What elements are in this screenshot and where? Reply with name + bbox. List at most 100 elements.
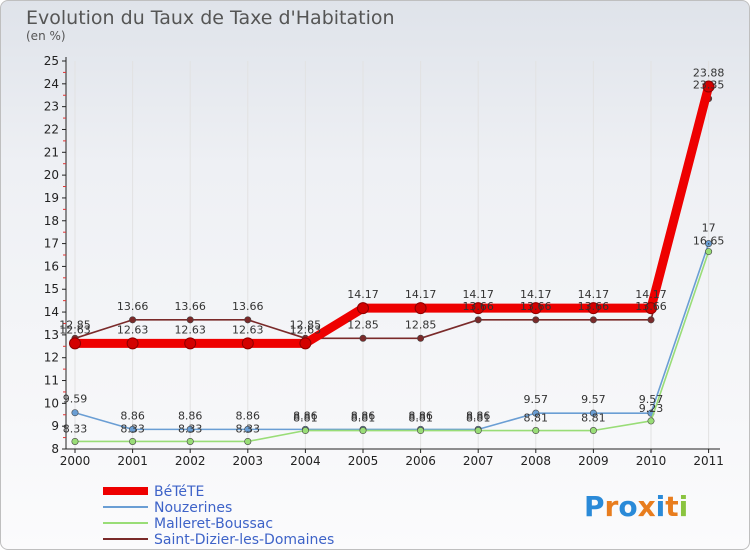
legend-label-0: BéTéTE: [154, 484, 204, 500]
data-point-2: [359, 427, 367, 435]
x-tick-label: 2004: [290, 454, 321, 468]
data-label: 8.86: [408, 409, 433, 422]
x-tick-label: 2006: [405, 454, 436, 468]
series-line-3: [74, 97, 710, 340]
y-tick-label: 13: [44, 328, 59, 342]
data-point-3: [129, 316, 137, 324]
y-tick-label: 19: [44, 191, 59, 205]
data-point-2: [71, 437, 79, 445]
data-label: 13.66: [174, 300, 206, 313]
y-tick-label: 9: [51, 419, 59, 433]
data-labels: 12.63 12.63 12.63 12.63 12.63 14.17 14.17 14.17…: [59, 67, 724, 436]
data-label: 9.57: [581, 393, 606, 406]
data-label: 12.85: [347, 318, 379, 331]
legend: BéTéTENouzerinesMalleret-BoussacSaint-Di…: [103, 484, 334, 548]
y-tick-label: 21: [44, 145, 59, 159]
data-label: 14.17: [462, 288, 494, 301]
data-label: 12.85: [59, 318, 91, 331]
data-point-2: [417, 427, 425, 435]
data-point-3: [647, 316, 655, 324]
x-tick-label: 2008: [521, 454, 552, 468]
y-tick-label: 16: [44, 259, 59, 273]
data-point-0: [587, 302, 600, 315]
data-label: 8.81: [524, 412, 549, 425]
data-point-0: [184, 337, 197, 350]
data-label: 9.57: [524, 393, 549, 406]
data-point-3: [474, 316, 482, 324]
data-label: 13.66: [462, 300, 494, 313]
data-point-2: [301, 427, 309, 435]
data-label: 13.66: [232, 300, 264, 313]
data-label: 8.86: [351, 409, 376, 422]
data-label: 8.33: [120, 422, 145, 435]
y-tick-label: 23: [44, 100, 59, 114]
data-label: 14.17: [347, 288, 379, 301]
y-tick-label: 15: [44, 282, 59, 296]
y-tick-label: 25: [44, 54, 59, 68]
logo-letter: P: [584, 490, 605, 523]
data-point-0: [241, 337, 254, 350]
data-point-3: [589, 316, 597, 324]
y-tick-label: 24: [44, 77, 59, 91]
data-label: 12.63: [174, 323, 206, 336]
data-point-0: [645, 302, 657, 315]
x-tick-label: 2000: [60, 454, 91, 468]
data-point-1: [129, 425, 137, 433]
x-tick-label: 2010: [636, 454, 667, 468]
data-label: 12.63: [59, 323, 91, 336]
data-point-0: [126, 337, 139, 350]
data-label: 14.17: [405, 288, 437, 301]
data-label: 8.86: [293, 409, 318, 422]
logo-letter: r: [605, 490, 619, 523]
series-line-0: [70, 82, 714, 348]
data-label: 9.23: [639, 402, 664, 415]
axes: [65, 57, 720, 450]
data-label: 8.81: [408, 412, 433, 425]
y-axis-unit: (en %): [26, 29, 66, 43]
data-point-1: [244, 425, 252, 433]
data-point-0: [702, 80, 715, 93]
data-label: 12.85: [290, 318, 322, 331]
data-point-2: [244, 437, 252, 445]
gridlines: [74, 61, 710, 449]
chart-title: Evolution du Taux de Taxe d'Habitation: [26, 7, 395, 29]
series-line-1: [74, 242, 710, 431]
y-tick-label: 8: [51, 442, 59, 456]
data-label: 17: [702, 222, 716, 235]
data-point-0: [299, 337, 312, 350]
data-label: 14.17: [578, 288, 610, 301]
y-tick-label: 14: [44, 305, 59, 319]
data-point-0: [414, 302, 427, 315]
data-point-3: [186, 316, 194, 324]
y-tick-label: 22: [44, 122, 59, 136]
data-label: 8.81: [351, 412, 376, 425]
logo-letter: o: [618, 490, 637, 523]
y-tick-label: 20: [44, 168, 59, 182]
data-point-0: [529, 302, 542, 315]
data-point-1: [705, 240, 713, 248]
x-tick-label: 2005: [348, 454, 379, 468]
y-tick-label: 17: [44, 237, 59, 251]
data-label: 12.85: [405, 318, 437, 331]
data-label: 13.66: [635, 300, 667, 313]
x-tick-label: 2009: [578, 454, 609, 468]
y-tick-label: 11: [44, 374, 59, 388]
data-point-2: [705, 248, 713, 256]
x-tick-label: 2011: [693, 454, 724, 468]
data-point-3: [532, 316, 540, 324]
x-tick-label: 2007: [463, 454, 494, 468]
logo-letter: i: [656, 490, 666, 523]
data-point-2: [129, 437, 137, 445]
data-point-1: [186, 425, 194, 433]
data-label: 8.86: [178, 409, 203, 422]
legend-label-2: Malleret-Boussac: [154, 516, 273, 532]
data-label: 13.66: [117, 300, 149, 313]
data-label: 13.66: [520, 300, 552, 313]
data-label: 23.35: [693, 79, 725, 92]
data-label: 14.17: [520, 288, 552, 301]
data-label: 8.81: [466, 412, 491, 425]
data-label: 8.86: [120, 409, 145, 422]
data-point-2: [589, 427, 597, 435]
